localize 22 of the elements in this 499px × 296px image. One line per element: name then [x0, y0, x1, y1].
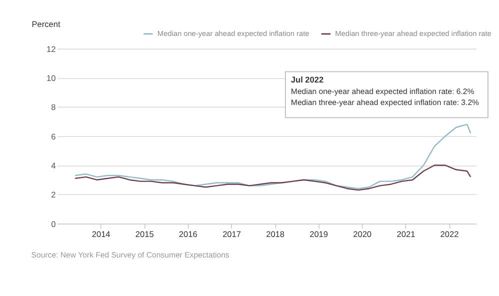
line-series — [74, 164, 472, 191]
y-tick-label: 2 — [51, 190, 56, 200]
y-tick-label: 6 — [51, 132, 56, 142]
legend-label: Median one-year ahead expected inflation rate — [157, 28, 310, 38]
x-tick-label: 2014 — [92, 230, 111, 239]
y-tick-label: 12 — [46, 44, 56, 54]
y-axis-title: Percent — [32, 20, 61, 30]
x-tick-label: 2020 — [353, 230, 372, 239]
x-tick-label: 2021 — [396, 230, 416, 239]
y-tick-label: 10 — [46, 74, 56, 84]
annotation: Jul 2022 — [290, 76, 324, 85]
x-tick-label: 2015 — [135, 230, 154, 239]
y-tick-label: 0 — [51, 220, 56, 229]
x-tick-label: 2017 — [222, 230, 242, 239]
x-tick-label: 2022 — [440, 230, 460, 239]
y-tick-label: 8 — [51, 103, 56, 112]
line-series — [74, 124, 472, 190]
legend-label: Median three-year ahead expected inflation rate — [335, 28, 492, 38]
x-tick-label: 2016 — [178, 230, 198, 239]
x-tick-label: 2019 — [310, 230, 328, 239]
y-tick-label: 4 — [51, 161, 56, 170]
x-tick-label: 2018 — [266, 230, 285, 239]
